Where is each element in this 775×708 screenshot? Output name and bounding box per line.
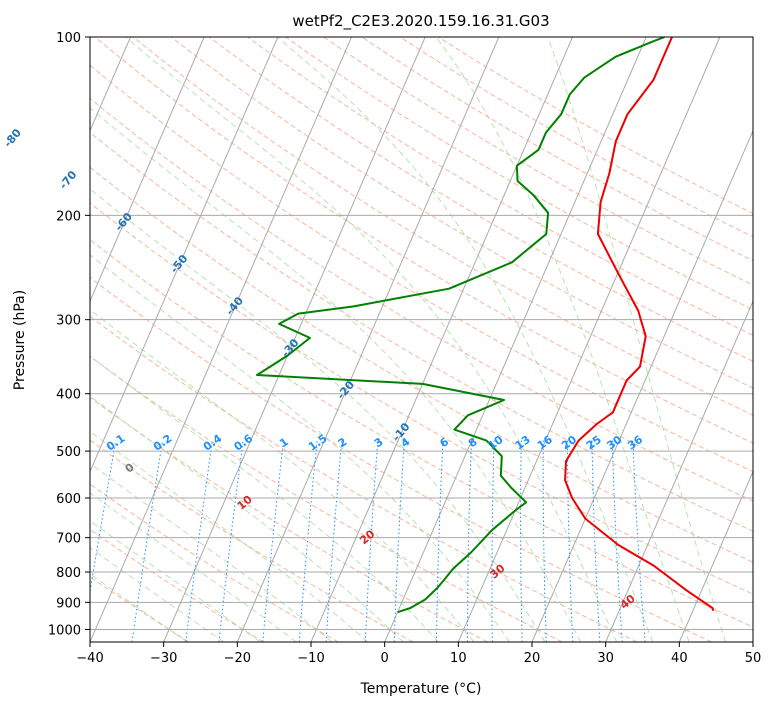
y-tick-label: 200 (56, 209, 81, 224)
x-tick-label: −20 (224, 651, 251, 666)
y-tick-label: 600 (56, 492, 81, 507)
moist-adiabat-line (90, 462, 333, 642)
moist-adiabat-line (90, 355, 439, 642)
isotherm-line (90, 37, 205, 303)
isotherm-line (605, 299, 753, 642)
x-tick-label: 10 (450, 651, 467, 666)
dry-adiabat-line (209, 37, 753, 362)
dry-adiabat-line (90, 202, 753, 595)
x-tick-label: −10 (297, 651, 324, 666)
mixing-ratio-line (393, 440, 405, 642)
temperature-profile-line (564, 37, 715, 612)
mixing-ratio-line (611, 440, 623, 642)
moist-adiabat-line (276, 37, 654, 642)
x-axis-ticks: −40 −30 −20 −10 0 10 20 30 40 50 (76, 642, 761, 666)
dry-adiabat-line (132, 37, 753, 416)
moist-adiabat-line (90, 492, 297, 642)
moist-adiabat-line (90, 547, 225, 642)
moist-adiabat-line (90, 573, 188, 642)
dry-adiabat-line (90, 239, 753, 628)
y-axis-label: Pressure (hPa) (12, 290, 28, 390)
sounding-series (256, 37, 715, 614)
isotherm-label: -70 (57, 168, 80, 192)
y-tick-label: 300 (56, 314, 81, 329)
moist-adiabat-line (90, 520, 261, 642)
dry-adiabat-line (437, 37, 753, 215)
mixing-ratio-line (491, 440, 495, 642)
isotherm-line (752, 640, 753, 642)
mixing-ratio-line (542, 440, 547, 642)
chart-title: wetPf2_C2E3.2020.159.16.31.G03 (292, 12, 549, 31)
dry-adiabat-line (90, 528, 264, 642)
isotherm-line (457, 37, 721, 642)
dry-adiabat-line (361, 37, 753, 262)
isotherm-line (90, 37, 279, 473)
mixing-ratio-line (435, 440, 444, 642)
isotherm-line (310, 37, 573, 642)
mixing-ratio-line (364, 440, 379, 642)
dry-adiabats (90, 37, 753, 642)
y-tick-label: 400 (56, 388, 81, 403)
y-axis-ticks: 100 200 300 400 500 600 700 800 900 1000 (48, 31, 90, 638)
x-tick-label: 20 (524, 651, 541, 666)
mixing-ratio-line (566, 440, 574, 642)
pressure-gridlines (90, 37, 753, 630)
x-tick-label: 0 (381, 651, 389, 666)
y-tick-label: 700 (56, 532, 81, 547)
y-tick-label: 100 (56, 31, 81, 46)
x-axis-label: Temperature (°C) (360, 681, 482, 697)
isotherm-label: -80 (1, 126, 24, 150)
mixing-ratio-line (218, 440, 244, 642)
moist-adiabat-line (125, 37, 618, 642)
moist-adiabat-line (90, 254, 510, 642)
x-tick-label: −30 (150, 651, 177, 666)
mixing-ratio-line (262, 440, 284, 642)
plot-frame (89, 36, 754, 643)
mixing-ratio-lines (90, 440, 646, 642)
x-tick-label: 50 (745, 651, 762, 666)
mixing-ratio-line (298, 440, 318, 642)
x-tick-label: −40 (76, 651, 103, 666)
y-tick-label: 900 (56, 596, 81, 611)
dry-adiabat-line (90, 166, 753, 563)
dewpoint-profile-line (256, 37, 665, 614)
isotherm-line (0, 37, 57, 642)
mixing-ratio-line (467, 440, 472, 642)
isotherm-line (90, 37, 352, 642)
isotherm-line (236, 37, 500, 642)
dry-adiabat-line (247, 37, 753, 336)
y-tick-label: 500 (56, 445, 81, 460)
y-tick-label: 800 (56, 566, 81, 581)
isotherms (0, 37, 753, 642)
mixing-ratio-line (632, 440, 646, 642)
isotherm-line (163, 37, 426, 642)
dry-adiabat-line (323, 37, 753, 286)
dry-adiabat-line (94, 37, 753, 444)
dry-adiabat-line (90, 276, 712, 642)
y-tick-label: 1000 (48, 623, 81, 638)
dry-adiabat-line (90, 131, 753, 532)
mixing-ratio-line (591, 440, 601, 642)
isotherm-line (384, 37, 647, 642)
moist-adiabat-line (90, 309, 475, 642)
isotherm-line (678, 470, 753, 642)
dry-adiabat-line (90, 483, 339, 642)
x-tick-label: 30 (597, 651, 614, 666)
dry-adiabat-line (90, 64, 753, 473)
mixing-ratio-line (325, 440, 343, 642)
isotherm-line (531, 129, 753, 642)
mixing-ratio-line (520, 440, 523, 642)
mixing-ratio-line (185, 440, 213, 642)
x-tick-label: 40 (671, 651, 688, 666)
moist-adiabat-line (435, 37, 690, 642)
dry-adiabat-line (90, 315, 638, 642)
